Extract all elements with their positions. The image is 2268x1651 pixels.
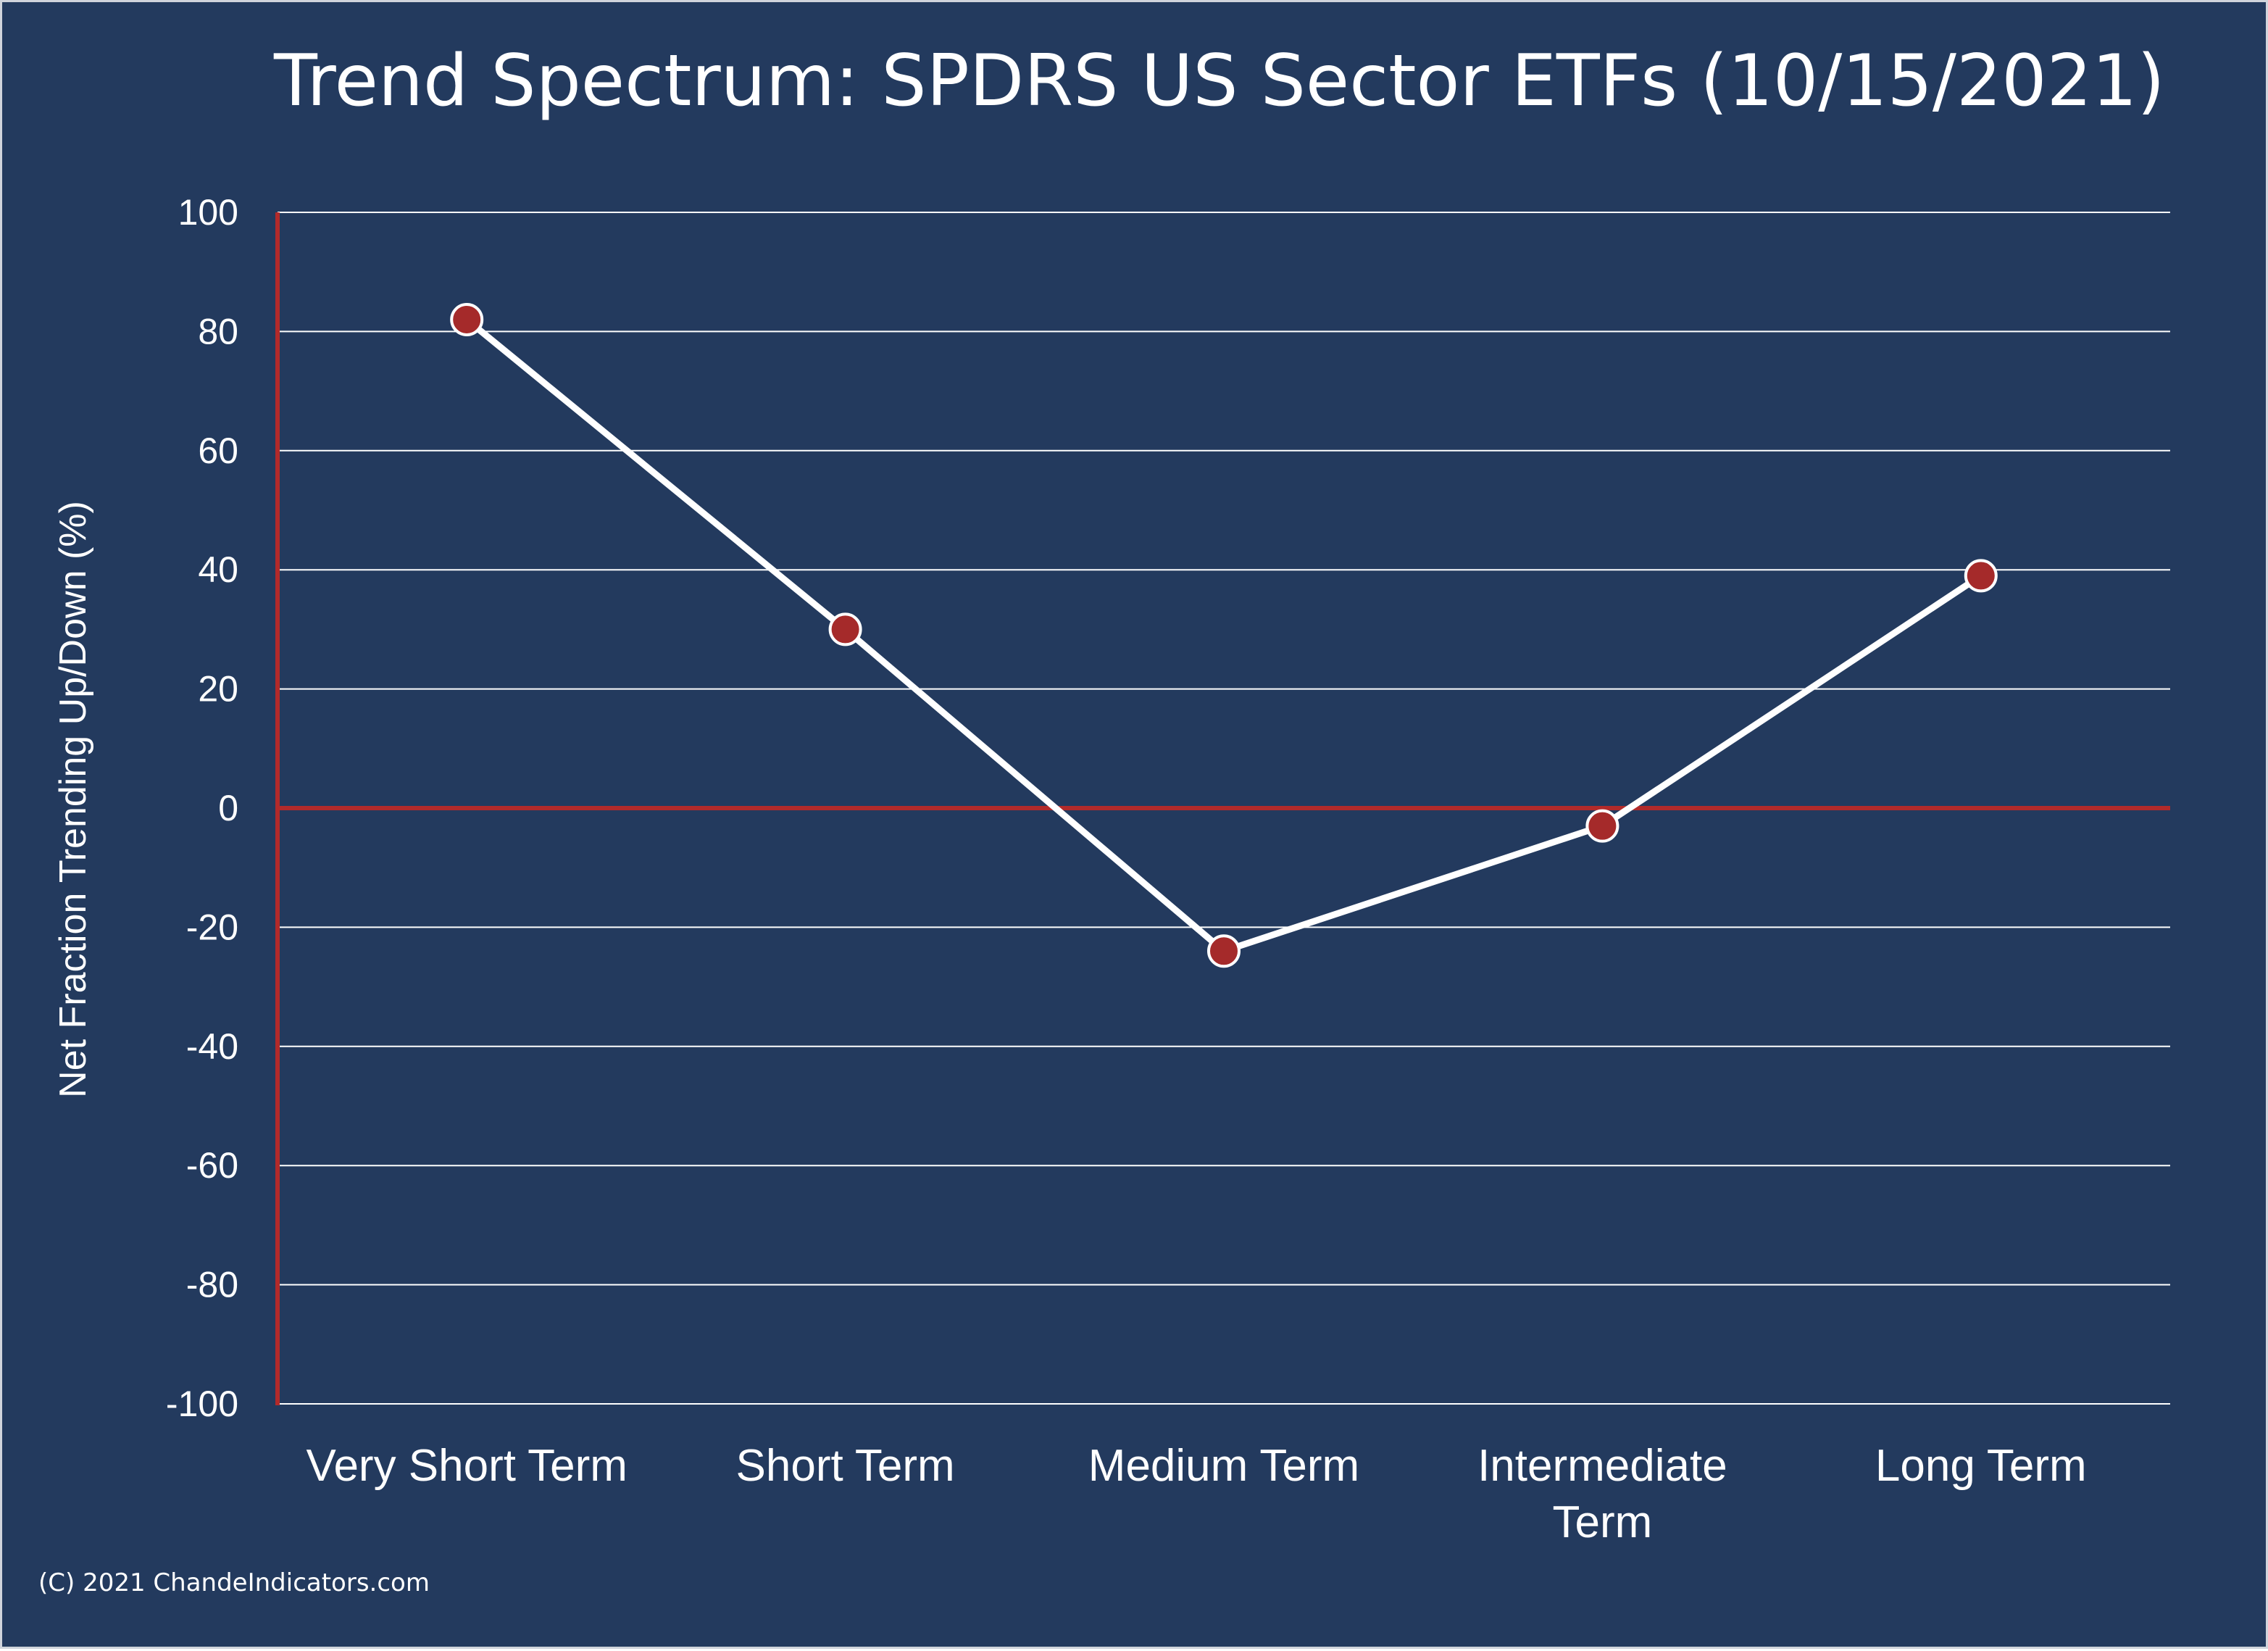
y-tick-label: 100 [178, 192, 238, 233]
series-layer [450, 302, 1998, 968]
y-tick-label: -40 [186, 1026, 238, 1067]
x-category-label: Intermediate [1477, 1441, 1727, 1491]
x-category-labels: Very Short Term Short Term Medium Term Inte… [307, 1441, 2087, 1547]
x-category-label: Long Term [1875, 1441, 2087, 1491]
data-point [1964, 559, 1998, 593]
y-tick-label: 0 [218, 788, 238, 828]
series-line [464, 317, 1983, 955]
x-category-label: Term [1553, 1497, 1653, 1547]
y-tick-label: -20 [186, 907, 238, 947]
data-point [1585, 809, 1619, 843]
y-tick-label: -100 [166, 1384, 238, 1424]
y-tick-label: -60 [186, 1145, 238, 1186]
x-category-label: Medium Term [1088, 1441, 1359, 1491]
y-tick-label: -80 [186, 1265, 238, 1305]
y-axis-label: Net Fraction Trending Up/Down (%) [52, 501, 94, 1098]
copyright-text: (C) 2021 ChandeIndicators.com [38, 1568, 430, 1597]
grid-layer [278, 212, 2170, 1405]
y-tick-label: 60 [198, 431, 238, 471]
chart-title: Trend Spectrum: SPDRS US Sector ETFs (10… [273, 40, 2165, 122]
x-category-label: Short Term [736, 1441, 955, 1491]
y-tick-labels: 100 80 60 40 20 0 -20 -40 -60 -80 -100 [166, 192, 238, 1424]
data-point [1207, 934, 1241, 968]
data-point [450, 302, 484, 336]
y-tick-label: 20 [198, 669, 238, 710]
y-tick-label: 40 [198, 549, 238, 590]
x-category-label: Very Short Term [307, 1441, 628, 1491]
data-point [828, 612, 862, 646]
y-tick-label: 80 [198, 311, 238, 352]
axis-layer [275, 212, 2170, 1405]
